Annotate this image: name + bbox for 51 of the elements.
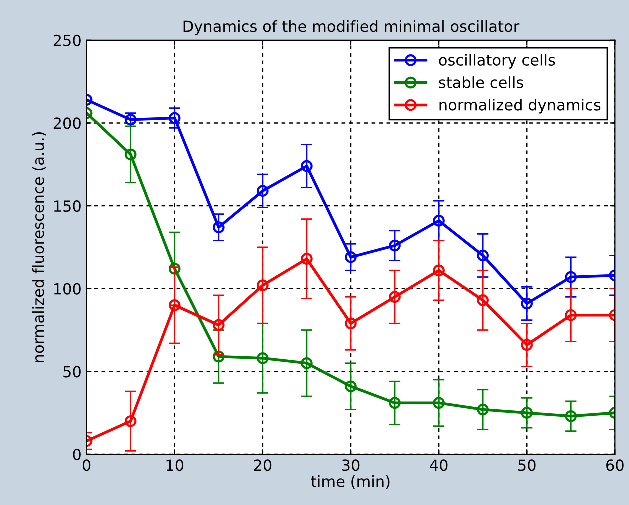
point [212, 222, 225, 234]
y-tick-label: 250 [54, 34, 81, 46]
legend-label: oscillatory cells [439, 54, 556, 69]
point [521, 339, 534, 352]
point [389, 240, 401, 252]
point [257, 352, 269, 364]
point [565, 271, 578, 284]
legend-label: stable cells [439, 76, 524, 88]
x-tick-label: 10 [166, 460, 184, 472]
point [257, 280, 269, 292]
point [521, 407, 534, 419]
point [212, 350, 225, 363]
point [565, 309, 578, 322]
point [389, 397, 401, 410]
point [433, 397, 445, 410]
point [301, 160, 313, 172]
point [477, 250, 489, 262]
point [168, 300, 181, 312]
point [521, 298, 534, 310]
point [477, 294, 489, 306]
point [168, 263, 181, 275]
y-tick-label: 150 [54, 200, 81, 212]
point [124, 415, 137, 428]
x-tick-label: 40 [430, 460, 448, 472]
point [345, 251, 357, 264]
point [477, 404, 489, 416]
y-tick-label: 100 [54, 283, 81, 295]
point [212, 319, 225, 332]
y-tick-label: 50 [64, 366, 81, 378]
y-tick-label: 0 [73, 448, 81, 461]
chart-title: Dynamics of the modified minimal oscillator [184, 20, 520, 36]
point [301, 253, 313, 265]
x-tick-label: 50 [518, 460, 536, 472]
x-tick-label: 60 [606, 460, 624, 472]
point [345, 318, 357, 330]
point [257, 185, 269, 198]
point [565, 410, 578, 422]
point [433, 264, 445, 277]
legend-label: normalized dynamics [440, 99, 601, 114]
y-tick-label: 200 [54, 118, 81, 130]
point [301, 357, 313, 370]
point [345, 380, 357, 392]
x-tick-label: 0 [82, 460, 91, 472]
point [168, 112, 181, 124]
x-axis-title: time (min) [311, 476, 390, 490]
x-tick-label: 20 [254, 460, 272, 472]
point [124, 148, 137, 161]
point [433, 215, 445, 227]
y-axis-title: normalized fluorescence (a.u.) [32, 132, 46, 362]
x-tick-label: 30 [342, 460, 360, 472]
point [389, 291, 401, 304]
